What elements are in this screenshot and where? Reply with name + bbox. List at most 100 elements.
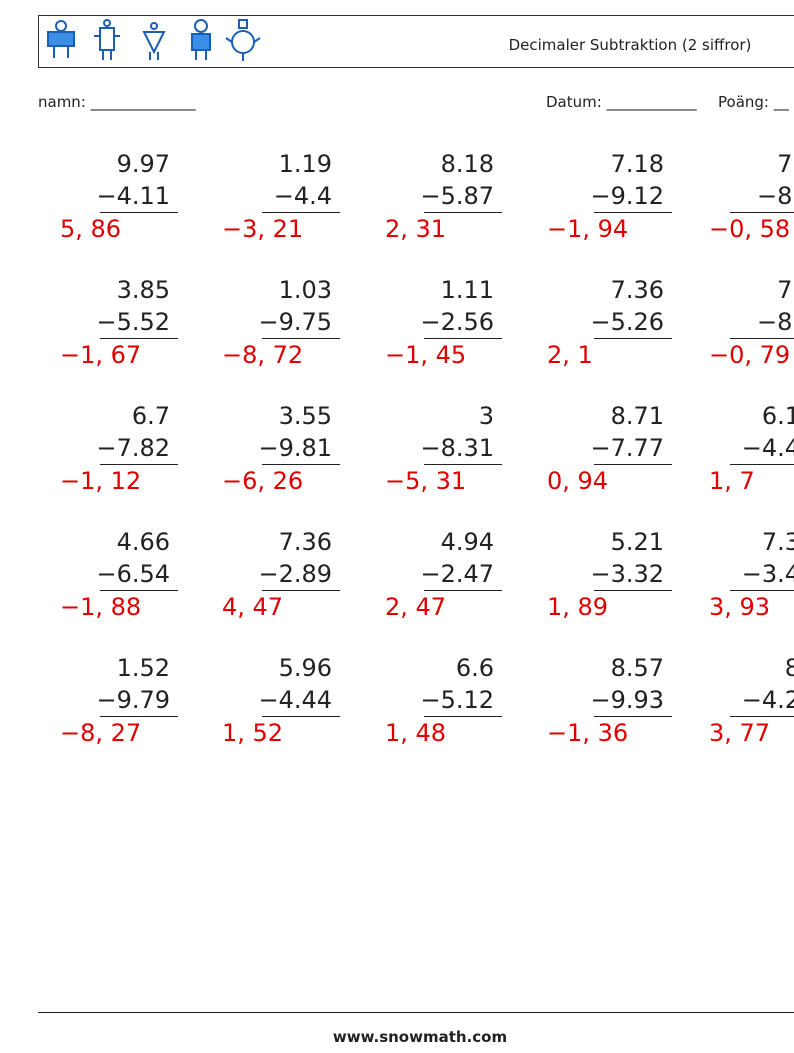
subtrahend: −7.77 <box>590 434 664 462</box>
subtrahend: −9.93 <box>590 686 664 714</box>
minuend: 3.85 <box>116 276 170 304</box>
minuend: 1.52 <box>116 654 170 682</box>
answer: 1, 48 <box>385 719 447 747</box>
underline <box>730 212 794 213</box>
answer: −3, 21 <box>222 215 304 243</box>
footer-url: www.snowmath.com <box>332 1028 508 1046</box>
date-field: Datum: ____________ <box>546 93 697 111</box>
minuend: 5.96 <box>278 654 332 682</box>
subtrahend: −4.4 <box>741 434 794 462</box>
subtrahend: −3.4 <box>741 560 794 588</box>
minuend: 8.18 <box>440 150 494 178</box>
subtrahend: −4.2 <box>741 686 794 714</box>
subtrahend: −8.31 <box>420 434 494 462</box>
subtrahend: −8. <box>756 308 794 336</box>
minuend: 8 <box>784 654 794 682</box>
answer: 1, 52 <box>222 719 284 747</box>
answer: −8, 72 <box>222 341 304 369</box>
subtrahend: −8. <box>756 182 794 210</box>
minuend: 7.36 <box>278 528 332 556</box>
subtrahend: −9.75 <box>258 308 332 336</box>
subtrahend: −5.87 <box>420 182 494 210</box>
minuend: 8.57 <box>610 654 664 682</box>
minuend: 7.3 <box>761 528 794 556</box>
subtrahend: −9.12 <box>590 182 664 210</box>
subtrahend: −4.4 <box>273 182 332 210</box>
answer: 3, 77 <box>709 719 771 747</box>
minuend: 3 <box>478 402 494 430</box>
minuend: 6.7 <box>131 402 170 430</box>
minuend: 6.1 <box>761 402 794 430</box>
robot-icons <box>47 19 261 61</box>
underline <box>424 338 502 339</box>
subtrahend: −4.44 <box>258 686 332 714</box>
underline <box>262 464 340 465</box>
minuend: 7.36 <box>610 276 664 304</box>
minuend: 1.19 <box>278 150 332 178</box>
subtrahend: −7.82 <box>96 434 170 462</box>
title: Decimaler Subtraktion (2 siffror) <box>508 36 752 54</box>
minuend: 3.55 <box>278 402 332 430</box>
subtrahend: −5.12 <box>420 686 494 714</box>
answer: −0, 58 <box>709 215 791 243</box>
minuend: 6.6 <box>455 654 494 682</box>
underline <box>100 212 178 213</box>
minuend: 7. <box>777 150 794 178</box>
answer: −1, 12 <box>60 467 142 495</box>
underline <box>424 590 502 591</box>
minuend: 1.03 <box>278 276 332 304</box>
subtrahend: −9.81 <box>258 434 332 462</box>
answer: −1, 94 <box>547 215 629 243</box>
answer: −1, 67 <box>60 341 142 369</box>
underline <box>730 338 794 339</box>
underline <box>100 338 178 339</box>
minuend: 4.94 <box>440 528 494 556</box>
minuend: 7.18 <box>610 150 664 178</box>
underline <box>730 590 794 591</box>
underline <box>424 464 502 465</box>
underline <box>262 212 340 213</box>
underline <box>730 464 794 465</box>
answer: −5, 31 <box>385 467 467 495</box>
underline <box>594 464 672 465</box>
subtrahend: −2.47 <box>420 560 494 588</box>
subtrahend: −6.54 <box>96 560 170 588</box>
underline <box>262 716 340 717</box>
footer-line <box>38 1012 794 1013</box>
underline <box>100 464 178 465</box>
answer: −1, 36 <box>547 719 629 747</box>
score-field: Poäng: __ <box>718 93 789 111</box>
header-box <box>38 15 794 68</box>
underline <box>262 590 340 591</box>
subtrahend: −5.52 <box>96 308 170 336</box>
minuend: 7. <box>777 276 794 304</box>
answer: 1, 89 <box>547 593 609 621</box>
underline <box>424 212 502 213</box>
answer: −1, 45 <box>385 341 467 369</box>
answer: 1, 7 <box>709 467 755 495</box>
name-field: namn: ______________ <box>38 93 196 111</box>
subtrahend: −2.56 <box>420 308 494 336</box>
minuend: 1.11 <box>440 276 494 304</box>
answer: 2, 31 <box>385 215 447 243</box>
answer: −8, 27 <box>60 719 142 747</box>
subtrahend: −4.11 <box>96 182 170 210</box>
underline <box>730 716 794 717</box>
underline <box>424 716 502 717</box>
minuend: 4.66 <box>116 528 170 556</box>
answer: 4, 47 <box>222 593 284 621</box>
minuend: 5.21 <box>610 528 664 556</box>
underline <box>594 338 672 339</box>
underline <box>100 716 178 717</box>
subtrahend: −5.26 <box>590 308 664 336</box>
answer: 5, 86 <box>60 215 122 243</box>
minuend: 8.71 <box>610 402 664 430</box>
minuend: 9.97 <box>116 150 170 178</box>
underline <box>594 716 672 717</box>
answer: 3, 93 <box>709 593 771 621</box>
answer: −0, 79 <box>709 341 791 369</box>
answer: 2, 47 <box>385 593 447 621</box>
subtrahend: −9.79 <box>96 686 170 714</box>
subtrahend: −2.89 <box>258 560 332 588</box>
underline <box>100 590 178 591</box>
